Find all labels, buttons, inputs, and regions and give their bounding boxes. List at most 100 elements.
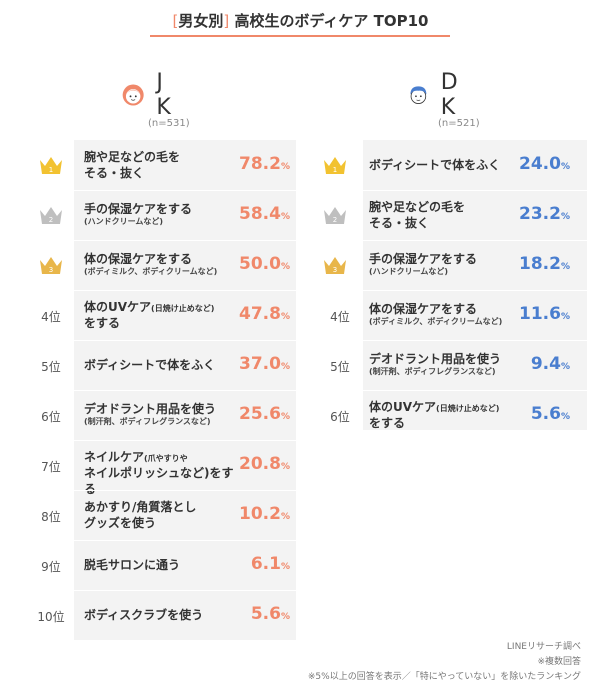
- svg-text:1: 1: [333, 166, 337, 174]
- jk-rank-row: 10位 ボディスクラブを使う 5.6%: [0, 590, 300, 640]
- dk-rank-label: 5位: [330, 360, 350, 374]
- dk-rank-label: 6位: [330, 410, 350, 424]
- jk-item-value: 20.8%: [239, 454, 290, 474]
- dk-row-separator: [363, 240, 587, 241]
- jk-rank-label: 5位: [41, 360, 61, 374]
- jk-item-label: ボディシートで体をふく: [84, 358, 216, 372]
- jk-crown-icon: 3: [38, 254, 64, 276]
- jk-rank-label: 7位: [41, 460, 61, 474]
- jk-crown-icon: 2: [38, 204, 64, 226]
- jk-rank-row: 1 腕や足などの毛を そる・抜く 78.2%: [0, 140, 300, 190]
- dk-rank-label: 4位: [330, 310, 350, 324]
- jk-row-separator: [74, 340, 296, 341]
- boy-face-icon: [410, 86, 427, 104]
- chart-title: [男女別] 高校生のボディケア TOP10: [0, 10, 601, 31]
- jk-item-value: 58.4%: [239, 204, 290, 224]
- title-bracket-open: [: [172, 12, 179, 30]
- jk-row-separator: [74, 540, 296, 541]
- jk-rank-row: 6位 デオドラント用品を使う (制汗剤、ボディフレグランスなど) 25.6%: [0, 390, 300, 440]
- dk-rank-row: 1 ボディシートで体をふく 24.0%: [300, 140, 600, 190]
- dk-rank-row: 3 手の保湿ケアをする (ハンドクリームなど) 18.2%: [300, 240, 600, 290]
- jk-item-label: 脱毛サロンに通う: [84, 558, 181, 572]
- dk-item-label: デオドラント用品を使う (制汗剤、ボディフレグランスなど): [369, 352, 502, 377]
- dk-name: D K: [440, 70, 466, 120]
- jk-item-value: 47.8%: [239, 304, 290, 324]
- jk-item-value: 50.0%: [239, 254, 290, 274]
- jk-rank-label: 10位: [37, 610, 65, 624]
- dk-rank-row: 5位 デオドラント用品を使う (制汗剤、ボディフレグランスなど) 9.4%: [300, 340, 600, 390]
- jk-header: J K: [122, 70, 190, 120]
- jk-item-label: 手の保湿ケアをする (ハンドクリームなど): [84, 202, 193, 227]
- jk-rank-row: 7位 ネイルケア(爪やすりや ネイルポリッシュなど)をする 20.8%: [0, 440, 300, 496]
- jk-item-value: 10.2%: [239, 504, 290, 524]
- jk-row-separator: [74, 290, 296, 291]
- dk-row-separator: [363, 190, 587, 191]
- dk-header: D K: [408, 70, 479, 120]
- dk-item-value: 24.0%: [519, 154, 570, 174]
- dk-row-separator: [363, 290, 587, 291]
- jk-row-separator: [74, 190, 296, 191]
- dk-rank-row: 6位 体のUVケア(日焼け止めなど) をする 5.6%: [300, 390, 600, 440]
- jk-rank-label: 4位: [41, 310, 61, 324]
- svg-text:2: 2: [49, 216, 53, 224]
- jk-rank-row: 8位 あかすり/角質落とし グッズを使う 10.2%: [0, 490, 300, 540]
- jk-item-value: 5.6%: [250, 604, 290, 624]
- jk-item-value: 78.2%: [239, 154, 290, 174]
- jk-rank-label: 9位: [41, 560, 61, 574]
- girl-face-icon: [122, 84, 144, 106]
- jk-item-value: 25.6%: [239, 404, 290, 424]
- dk-item-value: 23.2%: [519, 204, 570, 224]
- title-bracket-close: ]: [223, 12, 230, 30]
- dk-crown-icon: 2: [322, 204, 348, 226]
- jk-rank-label: 6位: [41, 410, 61, 424]
- title-text: 高校生のボディケア TOP10: [229, 12, 429, 30]
- jk-rank-row: 2 手の保湿ケアをする (ハンドクリームなど) 58.4%: [0, 190, 300, 240]
- jk-item-label: 腕や足などの毛を そる・抜く: [84, 150, 181, 181]
- dk-crown-icon: 1: [322, 154, 348, 176]
- svg-text:3: 3: [49, 266, 53, 274]
- dk-crown-icon: 3: [322, 254, 348, 276]
- jk-rank-row: 4位 体のUVケア(日焼け止めなど) をする 47.8%: [0, 290, 300, 340]
- dk-rank-row: 2 腕や足などの毛を そる・抜く 23.2%: [300, 190, 600, 240]
- svg-text:3: 3: [333, 266, 337, 274]
- dk-item-label: 体の保湿ケアをする (ボディミルク、ボディクリームなど): [369, 302, 503, 327]
- jk-item-label: ネイルケア(爪やすりや ネイルポリッシュなど)をする: [84, 450, 234, 497]
- jk-sample-size: (n=531): [148, 118, 190, 129]
- jk-item-label: あかすり/角質落とし グッズを使う: [84, 500, 197, 531]
- dk-panel: [363, 140, 587, 430]
- jk-item-value: 37.0%: [239, 354, 290, 374]
- jk-rank-row: 3 体の保湿ケアをする (ボディミルク、ボディクリームなど) 50.0%: [0, 240, 300, 290]
- svg-text:1: 1: [49, 166, 53, 174]
- jk-crown-icon: 1: [38, 154, 64, 176]
- dk-item-value: 5.6%: [530, 404, 570, 424]
- jk-row-separator: [74, 440, 296, 441]
- jk-rank-label: 8位: [41, 510, 61, 524]
- dk-row-separator: [363, 390, 587, 391]
- jk-row-separator: [74, 240, 296, 241]
- jk-rank-row: 9位 脱毛サロンに通う 6.1%: [0, 540, 300, 590]
- dk-item-value: 9.4%: [530, 354, 570, 374]
- footnote-multiple: ※複数回答: [537, 657, 581, 667]
- title-tag: 男女別: [178, 12, 224, 30]
- dk-sample-size: (n=521): [438, 118, 480, 129]
- dk-rank-row: 4位 体の保湿ケアをする (ボディミルク、ボディクリームなど) 11.6%: [300, 290, 600, 340]
- jk-row-separator: [74, 390, 296, 391]
- jk-item-label: 体のUVケア(日焼け止めなど) をする: [84, 300, 215, 331]
- dk-item-label: ボディシートで体をふく: [369, 158, 501, 172]
- dk-item-label: 腕や足などの毛を そる・抜く: [369, 200, 466, 231]
- dk-row-separator: [363, 340, 587, 341]
- jk-row-separator: [74, 490, 296, 491]
- footnotes: LINEリサーチ調べ ※複数回答 ※5%以上の回答を表示／「特にやっていない」を…: [308, 640, 581, 685]
- jk-item-label: ボディスクラブを使う: [84, 608, 204, 622]
- jk-item-label: デオドラント用品を使う (制汗剤、ボディフレグランスなど): [84, 402, 217, 427]
- footnote-source: LINEリサーチ調べ: [506, 642, 581, 652]
- jk-row-separator: [74, 590, 296, 591]
- jk-rank-row: 5位 ボディシートで体をふく 37.0%: [0, 340, 300, 390]
- title-underline: [150, 35, 450, 37]
- jk-name: J K: [156, 70, 179, 120]
- footnote-filter: ※5%以上の回答を表示／「特にやっていない」を除いたランキング: [307, 672, 581, 682]
- jk-item-label: 体の保湿ケアをする (ボディミルク、ボディクリームなど): [84, 252, 218, 277]
- svg-text:2: 2: [333, 216, 337, 224]
- dk-item-label: 体のUVケア(日焼け止めなど) をする: [369, 400, 500, 431]
- dk-item-label: 手の保湿ケアをする (ハンドクリームなど): [369, 252, 478, 277]
